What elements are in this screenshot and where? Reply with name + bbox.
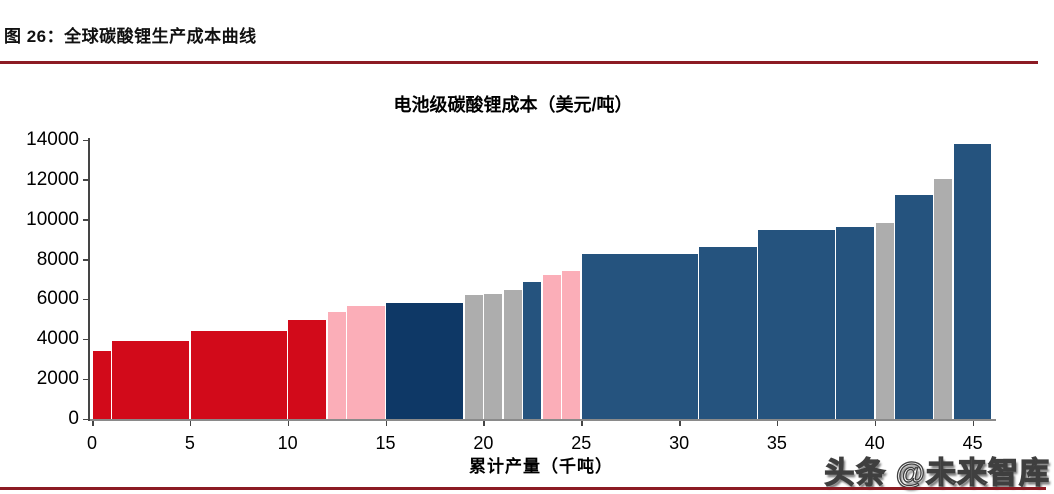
x-axis-tick xyxy=(483,421,485,426)
y-axis-tick xyxy=(83,378,90,381)
x-axis-tick-label: 30 xyxy=(669,433,690,453)
cost-bar xyxy=(836,226,875,419)
x-axis-tick-label: 35 xyxy=(766,433,787,453)
y-axis-tick-label: 12000 xyxy=(26,168,79,190)
cost-bar xyxy=(934,178,953,419)
x-axis-tick-label: 25 xyxy=(571,433,592,453)
x-axis-tick-label: 10 xyxy=(277,433,298,453)
cost-bar xyxy=(190,331,287,419)
x-axis-tick xyxy=(581,421,583,426)
x-axis-tick xyxy=(972,421,975,426)
y-axis-tick-label: 6000 xyxy=(36,288,79,310)
cost-bar xyxy=(542,274,561,419)
cost-bar xyxy=(386,303,464,419)
x-axis-tick-label: 5 xyxy=(184,433,195,453)
x-axis-tick xyxy=(385,421,388,426)
cost-bar xyxy=(503,290,522,419)
cost-bar xyxy=(875,222,894,419)
y-axis-tick-label: 2000 xyxy=(36,368,79,390)
y-axis-line xyxy=(88,138,90,421)
x-axis-tick xyxy=(776,421,779,426)
plot-area xyxy=(90,140,996,419)
y-axis-tick-label: 10000 xyxy=(26,208,79,230)
x-axis-line xyxy=(90,419,996,421)
cost-bar xyxy=(464,295,483,419)
cost-bar xyxy=(582,253,698,419)
chart-title: 电池级碳酸锂成本（美元/吨） xyxy=(393,95,633,115)
y-axis-tick xyxy=(83,179,90,181)
y-axis-tick xyxy=(83,139,90,141)
cost-bar xyxy=(699,246,757,419)
y-axis-tick-label: 14000 xyxy=(26,129,79,150)
cost-bar xyxy=(288,320,327,419)
y-axis-tick xyxy=(83,219,90,221)
y-axis-tick xyxy=(83,259,90,261)
cost-bar xyxy=(523,281,542,419)
x-axis-tick xyxy=(287,421,290,426)
cost-bar xyxy=(112,341,190,419)
cost-bar xyxy=(347,306,385,419)
cost-bar xyxy=(327,312,346,419)
x-axis-tick-label: 15 xyxy=(375,433,396,453)
cost-bar xyxy=(562,270,581,419)
cost-bar xyxy=(953,144,992,419)
y-axis-tick-label: 4000 xyxy=(36,328,79,350)
top-divider-line xyxy=(0,61,1038,64)
cost-bar xyxy=(92,351,111,419)
bottom-divider-line xyxy=(0,487,1046,490)
y-axis-tick xyxy=(83,298,90,301)
cost-bar xyxy=(895,194,933,419)
x-axis-title: 累计产量（千吨） xyxy=(469,457,613,476)
cost-bar xyxy=(484,294,503,419)
y-axis-tick-label: 8000 xyxy=(36,248,79,270)
y-axis-tick-label: 0 xyxy=(68,408,79,429)
watermark: 头条 @未来智库 xyxy=(824,456,1050,490)
x-axis-tick xyxy=(189,421,192,426)
x-axis-tick-label: 20 xyxy=(473,433,494,453)
y-axis-tick xyxy=(83,338,90,341)
x-axis-tick xyxy=(92,421,94,426)
y-axis-tick xyxy=(83,418,90,420)
figure-caption: 图 26：全球碳酸锂生产成本曲线 xyxy=(4,27,257,46)
x-axis-tick-label: 0 xyxy=(86,433,97,453)
x-axis-tick-label: 45 xyxy=(962,433,983,453)
cost-bar xyxy=(758,229,835,419)
x-axis-tick-label: 40 xyxy=(864,433,885,453)
x-axis-tick xyxy=(874,421,877,426)
x-axis-tick xyxy=(679,421,681,426)
